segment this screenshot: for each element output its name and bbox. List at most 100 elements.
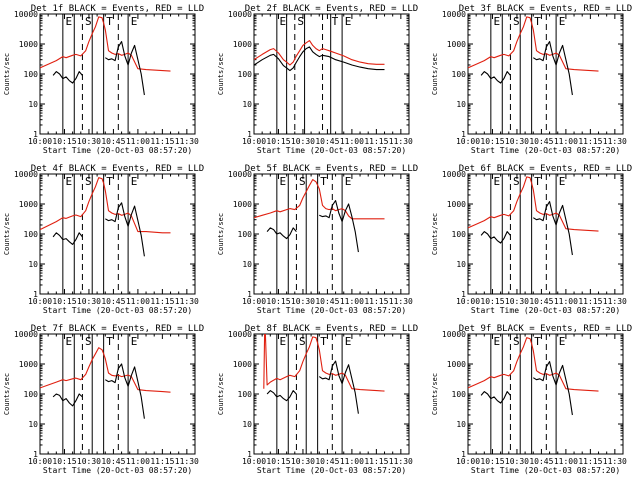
region-label: T — [534, 15, 541, 28]
series-group — [468, 16, 599, 96]
x-axis-label: Start Time (20-Oct-03 08:57:20) — [257, 146, 406, 155]
x-tick-label: 10:15 — [52, 297, 76, 306]
x-tick-label: 11:15 — [578, 297, 602, 306]
x-axis-label: Start Time (20-Oct-03 08:57:20) — [257, 466, 406, 475]
series-events-line — [533, 41, 573, 96]
plot-title: Det 6f BLACK = Events, RED = LLD — [459, 164, 632, 174]
x-tick-label: 11:30 — [603, 137, 627, 146]
region-label: E — [493, 175, 500, 188]
series-lld-line — [263, 334, 385, 392]
region-label: T — [534, 335, 541, 348]
y-axis-label: Counts/sec — [217, 53, 225, 95]
series-events-line — [533, 201, 573, 256]
x-tick-label: 10:15 — [480, 457, 504, 466]
panel-det-1f: Det 1f BLACK = Events, RED = LLD Counts/s… — [3, 4, 204, 155]
series-events-line — [319, 200, 359, 253]
x-tick-label: 11:30 — [389, 297, 413, 306]
y-tick-label: 10000 — [442, 170, 466, 179]
series-group — [254, 40, 385, 72]
series-events-line — [480, 71, 511, 84]
x-tick-label: 10:00 — [28, 137, 52, 146]
x-tick-label: 10:45 — [315, 457, 339, 466]
plot-title: Det 4f BLACK = Events, RED = LLD — [31, 164, 204, 174]
y-tick-label: 10 — [456, 100, 466, 109]
x-axis-label: Start Time (20-Oct-03 08:57:20) — [43, 306, 192, 315]
region-label: S — [513, 175, 520, 188]
region-label: E — [279, 175, 286, 188]
x-axis-label: Start Time (20-Oct-03 08:57:20) — [43, 146, 192, 155]
x-tick-label: 11:30 — [389, 137, 413, 146]
region-label: T — [106, 175, 113, 188]
y-tick-label: 10000 — [14, 330, 38, 339]
y-tick-label: 1 — [461, 130, 466, 139]
y-tick-label: 1000 — [447, 40, 466, 49]
region-label: S — [85, 335, 92, 348]
region-label: E — [559, 15, 566, 28]
plot-title: Det 1f BLACK = Events, RED = LLD — [31, 4, 204, 14]
x-tick-label: 11:00 — [554, 137, 578, 146]
x-tick-label: 10:30 — [505, 137, 529, 146]
region-label: E — [345, 15, 352, 28]
x-tick-label: 10:15 — [480, 137, 504, 146]
x-tick-label: 11:00 — [340, 137, 364, 146]
x-tick-label: 10:30 — [291, 297, 315, 306]
x-tick-label: 11:00 — [554, 457, 578, 466]
y-tick-label: 1 — [33, 290, 38, 299]
x-tick-label: 11:00 — [126, 457, 150, 466]
region-label: S — [299, 335, 306, 348]
y-tick-label: 1000 — [19, 40, 38, 49]
x-tick-label: 11:15 — [150, 457, 174, 466]
x-tick-label: 10:45 — [529, 297, 553, 306]
y-tick-label: 10000 — [14, 10, 38, 19]
y-axis-label: Counts/sec — [217, 213, 225, 255]
x-tick-label: 10:30 — [505, 297, 529, 306]
series-lld-line — [254, 40, 385, 66]
series-events-line — [254, 46, 385, 72]
x-tick-label: 11:15 — [578, 137, 602, 146]
series-events-line — [533, 361, 573, 416]
panel-det-4f: Det 4f BLACK = Events, RED = LLD Counts/s… — [3, 164, 204, 315]
series-events-line — [105, 41, 145, 96]
y-axis-label: Counts/sec — [217, 373, 225, 415]
x-tick-label: 10:15 — [266, 137, 290, 146]
region-label: E — [131, 335, 138, 348]
x-tick-label: 10:45 — [315, 137, 339, 146]
region-label: S — [297, 15, 304, 28]
x-tick-label: 10:00 — [456, 297, 480, 306]
y-tick-label: 100 — [24, 70, 39, 79]
x-tick-label: 11:15 — [150, 137, 174, 146]
y-tick-label: 10 — [28, 420, 38, 429]
y-tick-label: 1000 — [447, 360, 466, 369]
series-group — [468, 337, 599, 416]
y-tick-label: 10 — [28, 260, 38, 269]
x-tick-label: 11:30 — [175, 137, 199, 146]
region-label: E — [493, 15, 500, 28]
x-tick-label: 10:45 — [101, 137, 125, 146]
region-label: E — [65, 175, 72, 188]
x-tick-label: 10:15 — [266, 297, 290, 306]
x-tick-label: 11:00 — [126, 137, 150, 146]
y-tick-label: 1000 — [233, 360, 252, 369]
plot-title: Det 9f BLACK = Events, RED = LLD — [459, 324, 632, 334]
y-tick-label: 1 — [33, 450, 38, 459]
x-tick-label: 11:30 — [389, 457, 413, 466]
x-tick-label: 10:45 — [529, 457, 553, 466]
region-label: T — [534, 175, 541, 188]
y-tick-label: 1000 — [19, 360, 38, 369]
region-label: T — [320, 335, 327, 348]
x-tick-label: 11:30 — [603, 457, 627, 466]
x-tick-label: 10:30 — [77, 297, 101, 306]
x-tick-label: 10:30 — [291, 137, 315, 146]
y-tick-label: 10000 — [442, 10, 466, 19]
series-group — [263, 334, 385, 414]
y-tick-label: 10 — [28, 100, 38, 109]
series-events-line — [480, 231, 511, 244]
series-events-line — [52, 393, 83, 407]
x-tick-label: 11:15 — [578, 457, 602, 466]
y-tick-label: 1000 — [447, 200, 466, 209]
x-tick-label: 10:00 — [242, 297, 266, 306]
series-lld-line — [40, 347, 171, 393]
y-tick-label: 1 — [247, 290, 252, 299]
x-tick-label: 11:15 — [364, 137, 388, 146]
plot-title: Det 7f BLACK = Events, RED = LLD — [31, 324, 204, 334]
